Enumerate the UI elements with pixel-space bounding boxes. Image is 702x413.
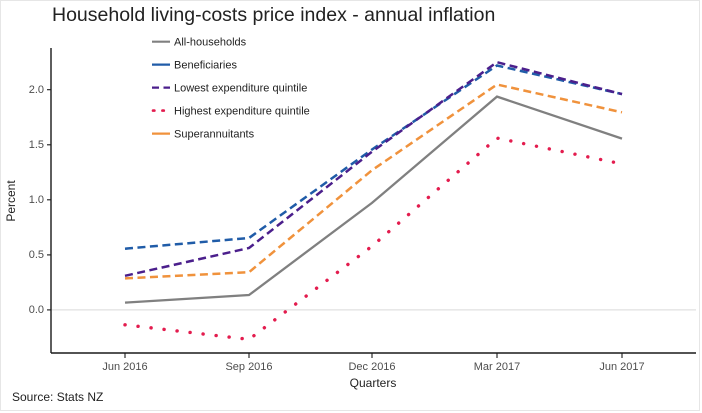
svg-text:1.5: 1.5 <box>29 139 44 151</box>
svg-text:Dec 2016: Dec 2016 <box>348 361 395 373</box>
svg-text:2.0: 2.0 <box>29 84 44 96</box>
svg-text:All-households: All-households <box>174 37 247 49</box>
svg-text:0.0: 0.0 <box>29 304 44 316</box>
svg-text:Quarters: Quarters <box>350 376 397 390</box>
svg-text:Beneficiaries: Beneficiaries <box>174 60 237 72</box>
svg-text:Lowest expenditure quintile: Lowest expenditure quintile <box>174 83 307 95</box>
svg-text:Percent: Percent <box>4 180 18 222</box>
svg-text:Sep 2016: Sep 2016 <box>225 361 272 373</box>
svg-text:0.5: 0.5 <box>29 249 44 261</box>
svg-text:1.0: 1.0 <box>29 194 44 206</box>
svg-text:Mar 2017: Mar 2017 <box>474 361 520 373</box>
svg-text:Jun 2017: Jun 2017 <box>599 361 644 373</box>
svg-text:Jun 2016: Jun 2016 <box>102 361 147 373</box>
svg-text:Highest expenditure quintile: Highest expenditure quintile <box>174 106 310 118</box>
svg-text:Superannuitants: Superannuitants <box>174 129 255 141</box>
